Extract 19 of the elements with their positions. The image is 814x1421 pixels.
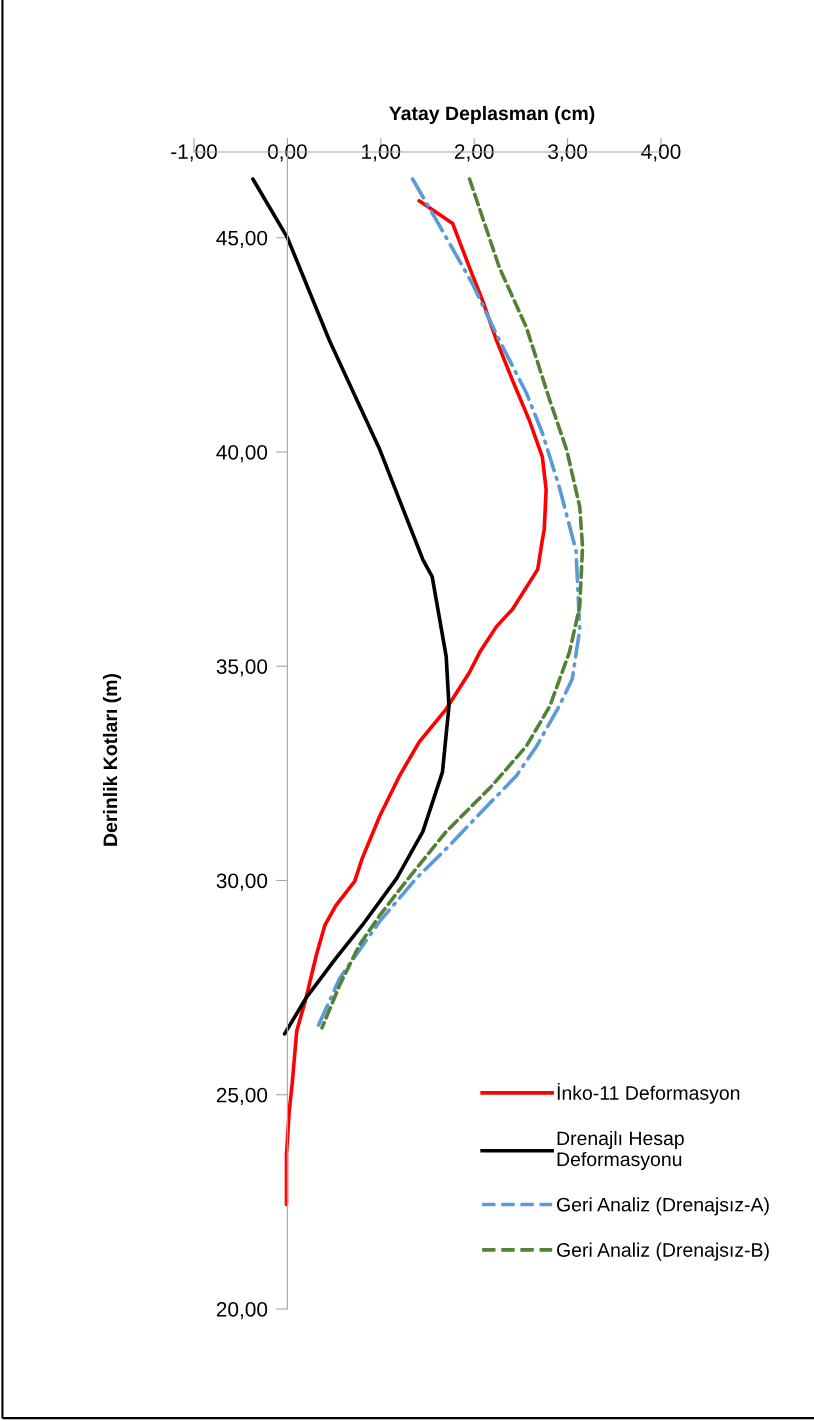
legend-label: Geri Analiz (Drenajsız-A) xyxy=(557,1197,769,1216)
x-tick-label: 0,00 xyxy=(267,144,307,162)
y-tick-label: 45,00 xyxy=(216,230,268,248)
legend-label: Geri Analiz (Drenajsız-B) xyxy=(557,1242,769,1261)
x-tick-label: 3,00 xyxy=(548,144,588,162)
legend-label: İnko-11 Deformasyon xyxy=(557,1082,740,1104)
x-axis-title: Yatay Deplasman (cm) xyxy=(389,105,595,125)
y-tick-label: 35,00 xyxy=(216,659,268,677)
y-tick-label: 40,00 xyxy=(216,444,268,463)
y-axis-title: Derinlik Kotları (m) xyxy=(102,673,122,846)
y-tick-label: 30,00 xyxy=(216,873,268,891)
legend-label: Drenajlı Hesap Deformasyonu xyxy=(557,1130,684,1171)
y-tick-label: 25,00 xyxy=(216,1087,268,1105)
x-tick-label: 4,00 xyxy=(641,144,681,162)
y-tick-label: 20,00 xyxy=(216,1302,268,1320)
x-tick-label: -1,00 xyxy=(171,144,217,162)
x-tick-label: 2,00 xyxy=(454,144,494,162)
x-tick-label: 1,00 xyxy=(362,144,401,162)
line-series xyxy=(284,199,548,1207)
